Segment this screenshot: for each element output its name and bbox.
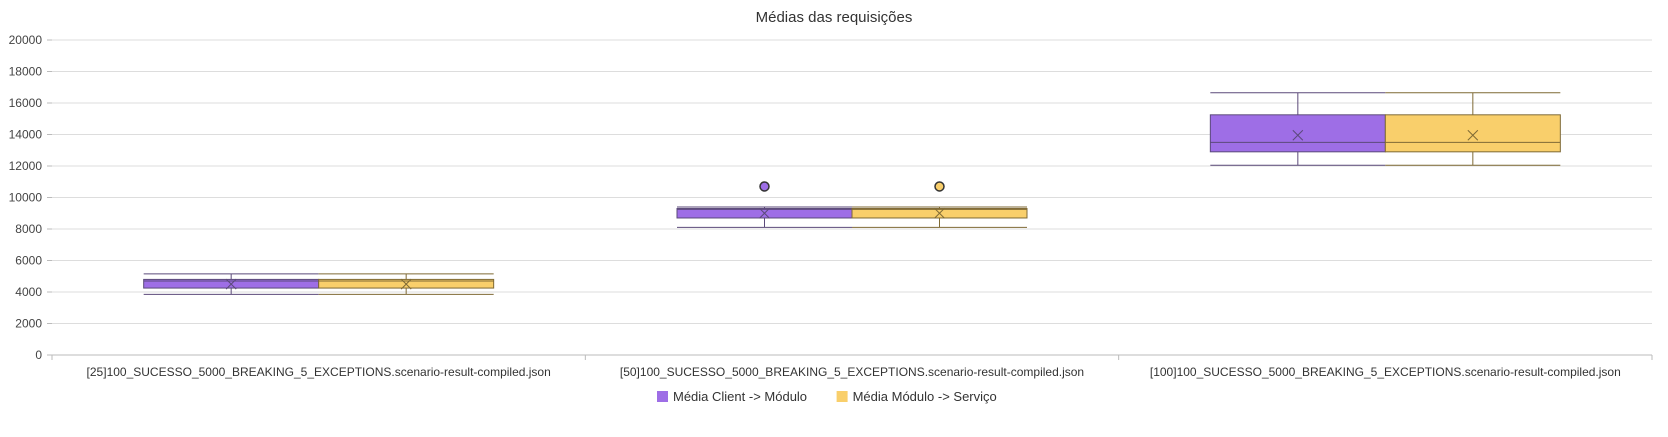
mean-marker: [759, 207, 770, 219]
box[interactable]: [1209, 92, 1386, 166]
axes: 0 2000 4000 6000 8000 10000 12000 14000 16000 180…: [9, 33, 1653, 379]
y-tick-label: 20000: [9, 33, 43, 47]
y-tick-label: 0: [35, 348, 42, 362]
y-tick-label: 12000: [9, 159, 43, 173]
x-category-label: [25]100_SUCESSO_5000_BREAKING_5_EXCEPTIO…: [87, 365, 551, 379]
box-iqr[interactable]: [1384, 114, 1561, 153]
box[interactable]: [143, 273, 320, 295]
legend[interactable]: Média Client -> Módulo Média Módulo -> Se…: [657, 389, 997, 404]
legend-swatch: [657, 391, 668, 402]
legend-item-2[interactable]: Média Módulo -> Serviço: [836, 389, 997, 404]
box[interactable]: [318, 273, 495, 295]
y-tick-label: 14000: [9, 128, 43, 142]
legend-label: Média Client -> Módulo: [673, 389, 807, 404]
y-tick-label: 10000: [9, 191, 43, 205]
y-tick-label: 2000: [15, 317, 42, 331]
grid-lines: [52, 39, 1652, 356]
box-series: [143, 92, 1561, 295]
mean-marker: [1467, 129, 1479, 141]
outlier-point[interactable]: [759, 181, 770, 192]
box[interactable]: [676, 181, 853, 228]
y-tick-label: 6000: [15, 254, 42, 268]
y-tick-label: 4000: [15, 285, 42, 299]
y-tick-label: 16000: [9, 96, 43, 110]
y-tick-label: 18000: [9, 65, 43, 79]
x-category-label: [100]100_SUCESSO_5000_BREAKING_5_EXCEPTI…: [1150, 365, 1621, 379]
series-2: [318, 92, 1561, 295]
mean-marker: [1292, 129, 1304, 141]
box[interactable]: [1384, 92, 1561, 166]
box[interactable]: [851, 181, 1028, 228]
mean-marker: [400, 278, 412, 290]
legend-item-1[interactable]: Média Client -> Módulo: [657, 389, 807, 404]
mean-marker: [934, 207, 945, 219]
box-iqr[interactable]: [1209, 114, 1386, 153]
mean-marker: [225, 278, 237, 290]
outlier-point[interactable]: [934, 181, 945, 192]
x-category-label: [50]100_SUCESSO_5000_BREAKING_5_EXCEPTIO…: [620, 365, 1084, 379]
chart-title: Médias das requisições: [756, 9, 913, 26]
legend-label: Média Módulo -> Serviço: [853, 389, 997, 404]
legend-swatch: [836, 391, 848, 402]
series-1: [143, 92, 1386, 295]
y-tick-label: 8000: [15, 222, 42, 236]
